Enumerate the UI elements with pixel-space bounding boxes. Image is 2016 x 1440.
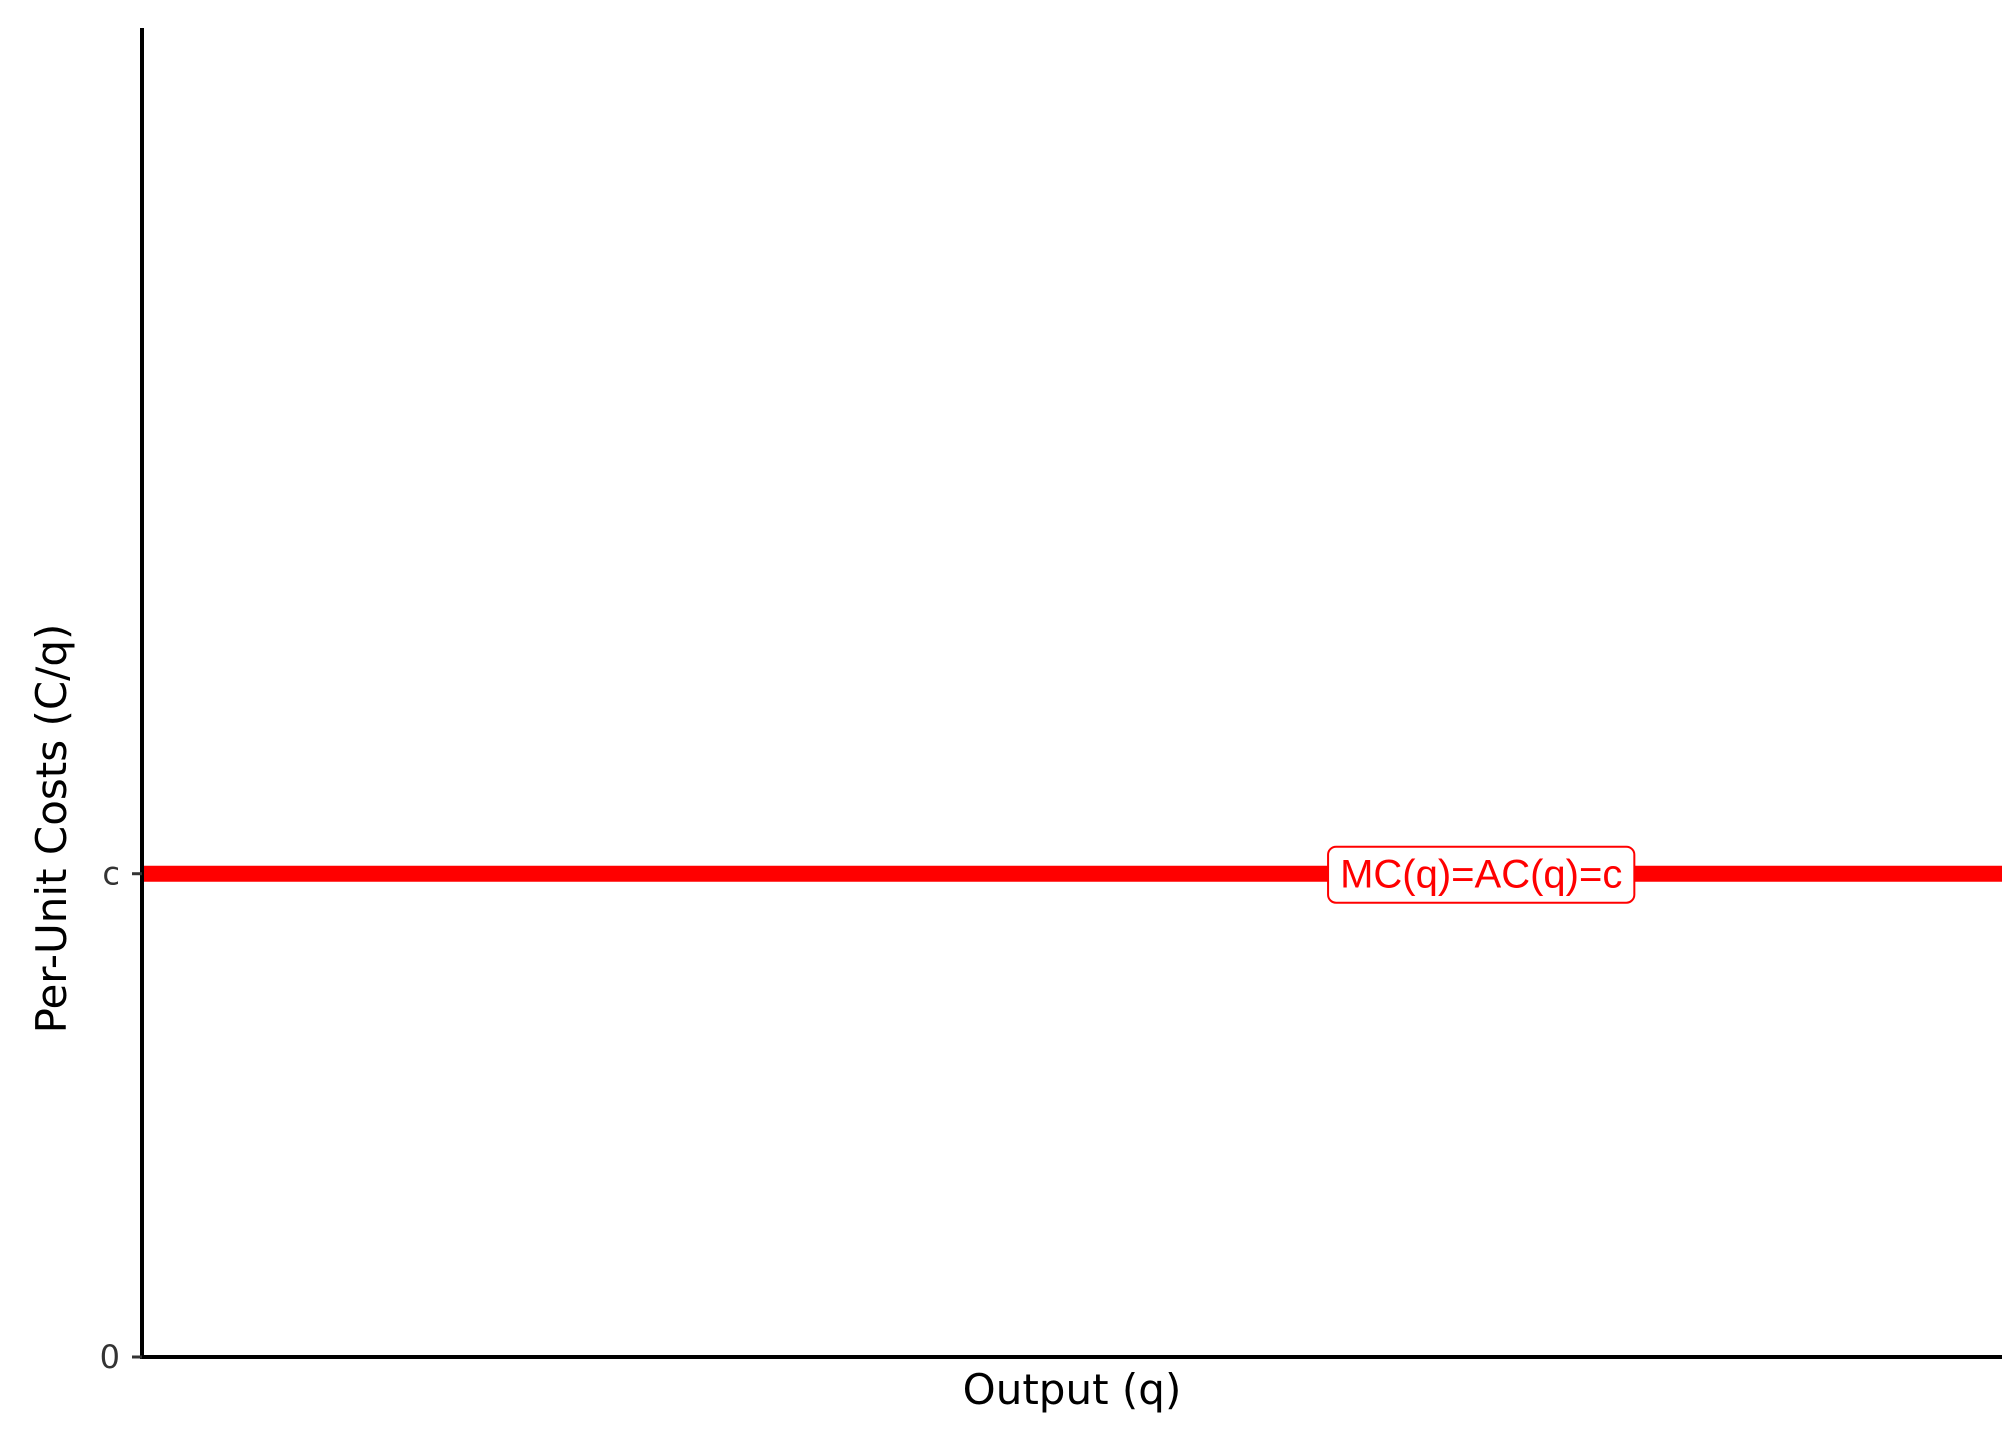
plot-area: MC(q)=AC(q)=c [142, 845, 2002, 904]
line-label-box [1327, 845, 1636, 904]
y-axis-ticks: 0c [100, 855, 142, 1376]
axes [140, 28, 2002, 1359]
line-label-text: MC(q)=AC(q)=c [1340, 853, 1622, 897]
y-axis-title: Per-Unit Costs (C/q) [27, 624, 76, 1034]
line-label: MC(q)=AC(q)=c [1327, 845, 1636, 904]
y-tick-label: c [102, 855, 120, 893]
x-axis-title: Output (q) [963, 1365, 1182, 1414]
y-tick-label: 0 [100, 1338, 120, 1376]
